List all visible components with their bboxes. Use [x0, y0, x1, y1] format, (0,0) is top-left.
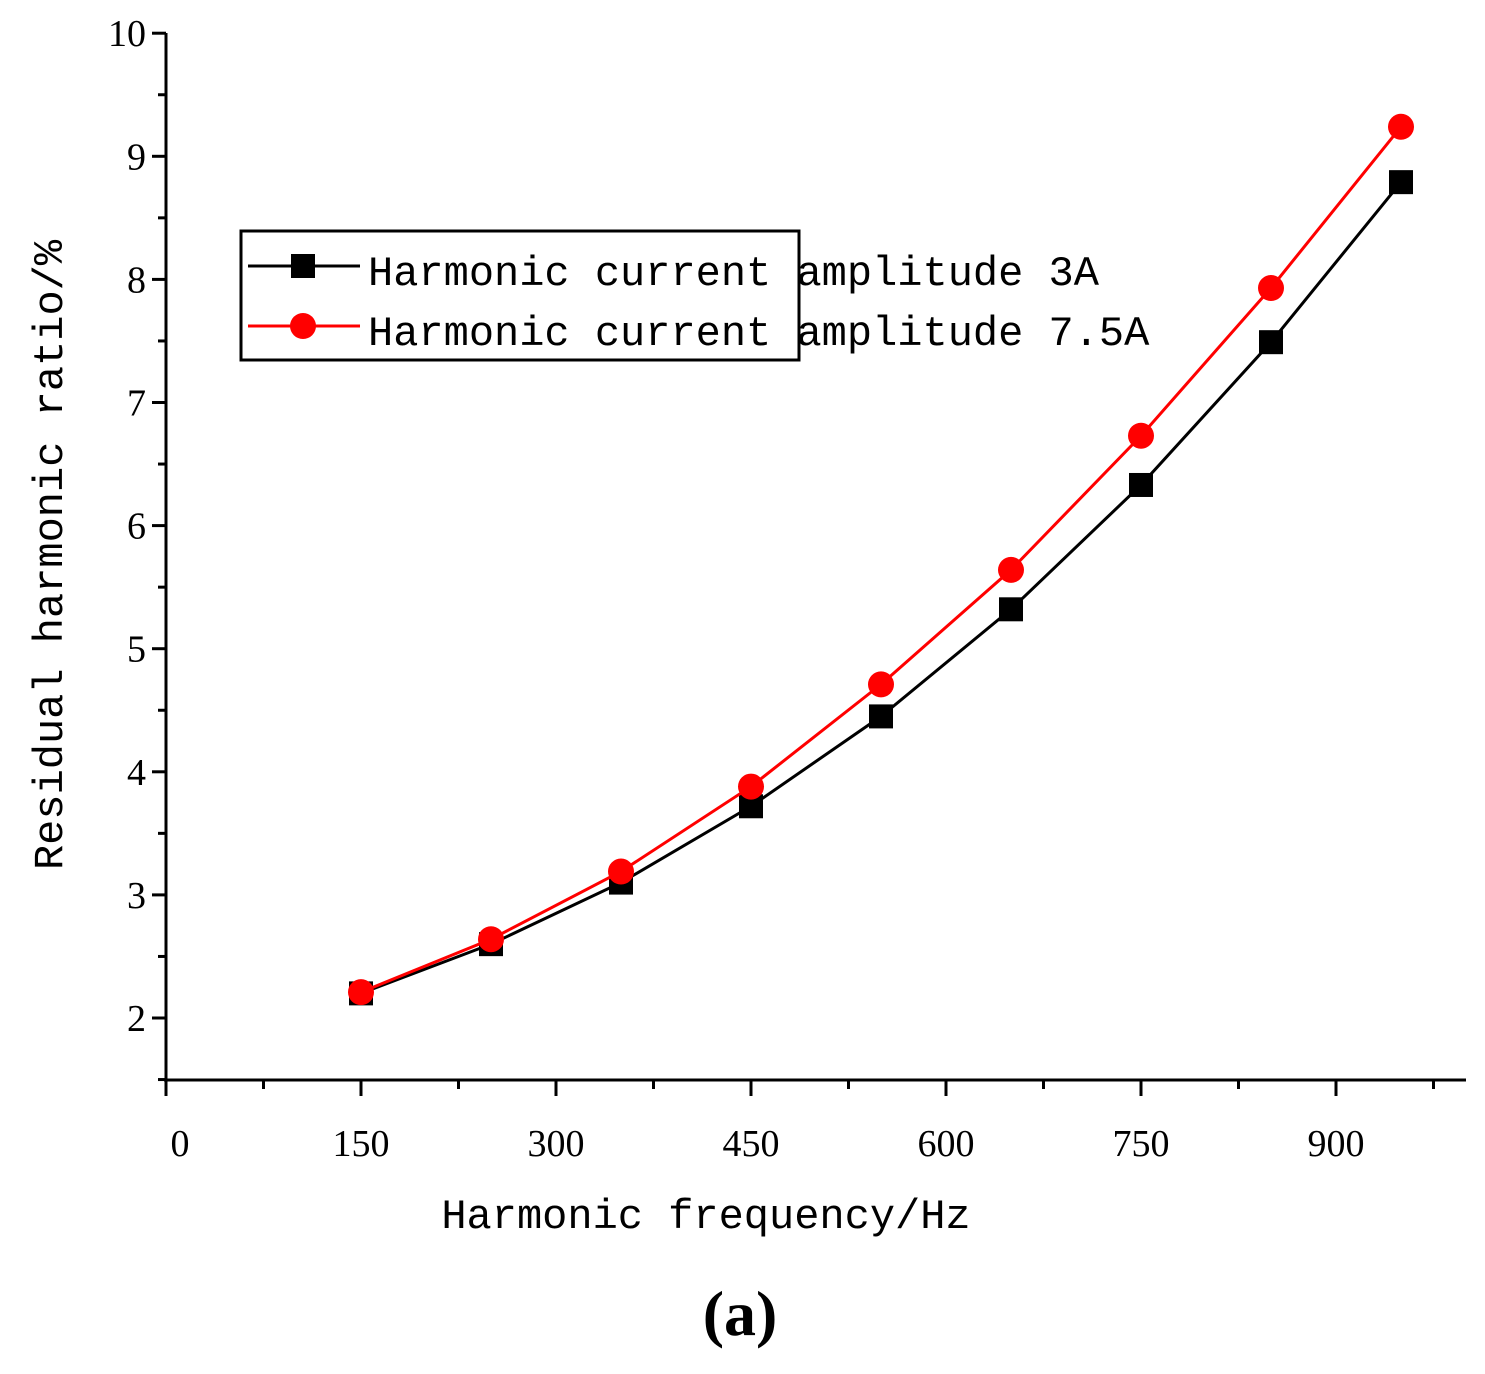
- series-1: [348, 113, 1414, 1006]
- data-point-circle: [1388, 113, 1414, 140]
- y-tick-label: 2: [127, 998, 146, 1040]
- x-tick-label: 0: [171, 1123, 190, 1165]
- x-tick-label: 900: [1308, 1123, 1365, 1165]
- y-tick-label: 5: [127, 629, 146, 671]
- x-tick-label: 600: [918, 1123, 975, 1165]
- data-point-square: [869, 704, 893, 729]
- x-tick-label: 300: [528, 1123, 585, 1165]
- axes: [164, 33, 1466, 1082]
- data-point-circle: [608, 858, 634, 885]
- data-point-circle: [478, 926, 504, 953]
- x-tick-label: 150: [333, 1123, 390, 1165]
- data-point-circle: [998, 556, 1024, 583]
- y-tick-label: 4: [127, 752, 146, 794]
- y-tick-label: 10: [108, 13, 146, 55]
- y-tick-label: 3: [127, 875, 146, 917]
- legend-box: [239, 229, 801, 362]
- series-layer: [348, 113, 1414, 1006]
- data-point-circle: [1128, 422, 1154, 449]
- x-axis-title: Harmonic frequency/Hz: [441, 1193, 970, 1241]
- data-point-square: [1389, 170, 1413, 195]
- data-point-square: [999, 597, 1023, 622]
- x-tick-label: 750: [1113, 1123, 1170, 1165]
- x-tick-label: 450: [723, 1123, 780, 1165]
- y-axis-title: Residual harmonic ratio/%: [27, 239, 75, 870]
- data-point-square: [1129, 472, 1153, 497]
- legend-marker-square: [291, 254, 315, 278]
- y-tick-label: 8: [127, 259, 146, 301]
- y-tick-label: 7: [127, 383, 146, 425]
- panel-label: (a): [703, 1278, 778, 1349]
- data-point-circle: [1258, 275, 1284, 302]
- legend-marker-circle: [290, 313, 316, 339]
- y-tick-label: 9: [127, 136, 146, 178]
- data-point-circle: [348, 979, 374, 1006]
- legend: Harmonic current amplitude 3A Harmonic c…: [239, 229, 1150, 362]
- legend-label-7-5a: Harmonic current amplitude 7.5A: [368, 310, 1150, 358]
- data-point-square: [1259, 330, 1283, 355]
- y-tick-label: 6: [127, 506, 146, 548]
- data-point-circle: [868, 671, 894, 698]
- legend-label-3a: Harmonic current amplitude 3A: [368, 250, 1100, 298]
- ticks: 2 3 4 5 6 7 8 9 10 0 150 300 450 600 750 900: [108, 13, 1435, 1165]
- data-point-circle: [738, 773, 764, 800]
